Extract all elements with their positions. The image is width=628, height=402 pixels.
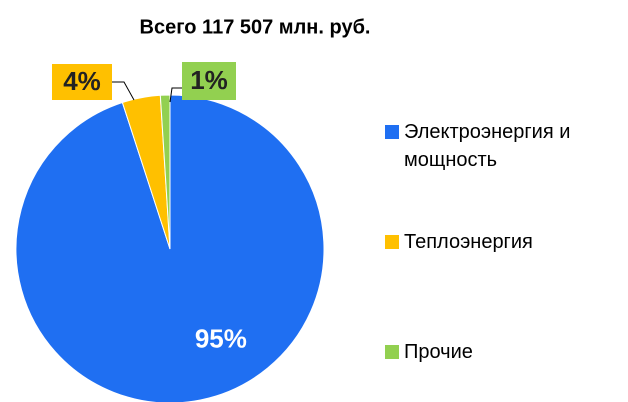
leader-line bbox=[112, 81, 135, 101]
data-label: 95% bbox=[195, 323, 247, 353]
chart-title: Всего 117 507 млн. руб. bbox=[140, 16, 371, 38]
label-box bbox=[52, 64, 112, 100]
pie-slice bbox=[15, 94, 325, 402]
pie-slice bbox=[159, 94, 171, 250]
legend-swatch bbox=[385, 125, 399, 139]
legend-swatch bbox=[385, 345, 399, 359]
legend-swatch bbox=[385, 235, 399, 249]
legend-label: Электроэнергия и мощность bbox=[404, 121, 571, 171]
data-label: 1% bbox=[190, 65, 228, 95]
legend-label: Прочие bbox=[404, 341, 473, 363]
legend-label: Теплоэнергия bbox=[404, 231, 533, 253]
leader-line bbox=[169, 87, 182, 103]
data-label: 4% bbox=[63, 66, 101, 96]
label-box bbox=[182, 62, 236, 100]
